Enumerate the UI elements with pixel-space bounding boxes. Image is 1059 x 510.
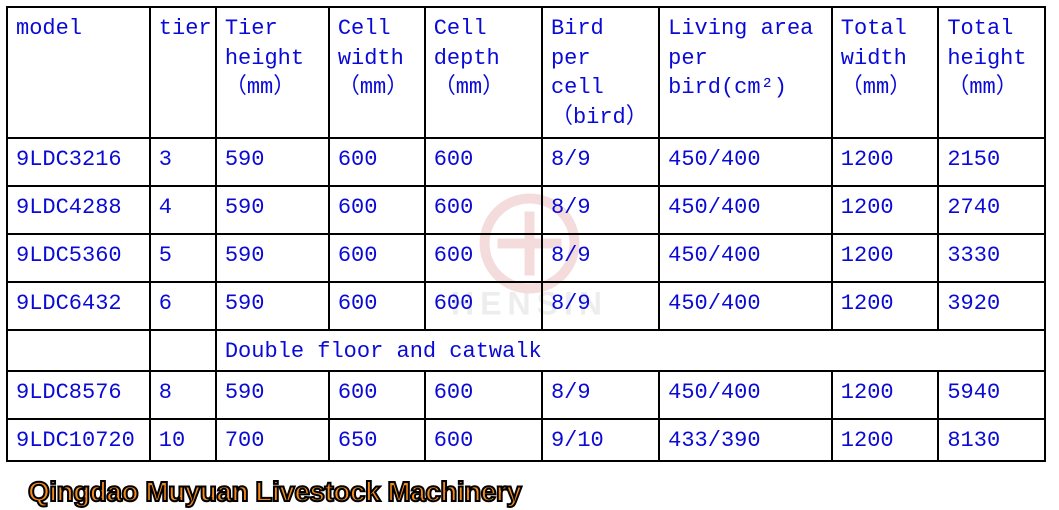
table-row: 9LDC5360 5 590 600 600 8/9 450/400 1200 … [7,234,1045,282]
divider-row: Double floor and catwalk [7,330,1045,372]
cell-cell-width: 600 [329,371,425,419]
cell-tier: 10 [150,419,216,461]
table-row: 9LDC6432 6 590 600 600 8/9 450/400 1200 … [7,282,1045,330]
cell-tier-height: 590 [216,282,329,330]
divider-empty-tier [150,330,216,372]
cell-total-width: 1200 [832,234,939,282]
col-header-tier-height: Tier height （mm） [216,7,329,138]
table-row: 9LDC8576 8 590 600 600 8/9 450/400 1200 … [7,371,1045,419]
cell-cell-depth: 600 [425,138,542,186]
cell-total-height: 2150 [938,138,1045,186]
cell-cell-depth: 600 [425,419,542,461]
cell-model: 9LDC4288 [7,186,150,234]
cell-tier-height: 590 [216,371,329,419]
cell-living-area: 450/400 [659,138,832,186]
cell-total-width: 1200 [832,419,939,461]
cell-model: 9LDC8576 [7,371,150,419]
cell-living-area: 450/400 [659,282,832,330]
cell-cell-width: 600 [329,234,425,282]
col-header-cell-width: Cell width（mm） [329,7,425,138]
col-header-cell-depth: Cell depth （mm） [425,7,542,138]
cell-total-width: 1200 [832,138,939,186]
col-header-model: model [7,7,150,138]
cell-living-area: 450/400 [659,186,832,234]
cell-total-width: 1200 [832,282,939,330]
divider-empty-model [7,330,150,372]
table-body: 9LDC3216 3 590 600 600 8/9 450/400 1200 … [7,138,1045,461]
cell-total-height: 5940 [938,371,1045,419]
cell-model: 9LDC10720 [7,419,150,461]
cell-cell-depth: 600 [425,186,542,234]
cell-living-area: 450/400 [659,371,832,419]
cell-cell-depth: 600 [425,234,542,282]
col-header-total-height: Total height（mm） [938,7,1045,138]
cell-tier: 6 [150,282,216,330]
table-row: 9LDC4288 4 590 600 600 8/9 450/400 1200 … [7,186,1045,234]
cell-cell-depth: 600 [425,282,542,330]
cell-bird-per-cell: 9/10 [542,419,659,461]
cell-cell-depth: 600 [425,371,542,419]
cell-cell-width: 600 [329,282,425,330]
cell-cell-width: 600 [329,186,425,234]
spec-table: model tier Tier height （mm） Cell width（m… [6,6,1046,462]
cell-tier-height: 590 [216,186,329,234]
divider-text: Double floor and catwalk [216,330,1045,372]
cell-model: 9LDC5360 [7,234,150,282]
cell-bird-per-cell: 8/9 [542,138,659,186]
cell-model: 9LDC6432 [7,282,150,330]
cell-cell-width: 650 [329,419,425,461]
cell-tier: 5 [150,234,216,282]
cell-tier: 8 [150,371,216,419]
cell-total-height: 3330 [938,234,1045,282]
col-header-bird-per-cell: Bird per cell（bird） [542,7,659,138]
cell-total-height: 3920 [938,282,1045,330]
table-header-row: model tier Tier height （mm） Cell width（m… [7,7,1045,138]
cell-bird-per-cell: 8/9 [542,282,659,330]
cell-living-area: 433/390 [659,419,832,461]
cell-tier-height: 590 [216,234,329,282]
table-row: 9LDC3216 3 590 600 600 8/9 450/400 1200 … [7,138,1045,186]
cell-model: 9LDC3216 [7,138,150,186]
cell-bird-per-cell: 8/9 [542,234,659,282]
cell-tier-height: 700 [216,419,329,461]
cell-tier: 4 [150,186,216,234]
cell-total-width: 1200 [832,371,939,419]
cell-tier: 3 [150,138,216,186]
cell-total-height: 2740 [938,186,1045,234]
cell-bird-per-cell: 8/9 [542,186,659,234]
footer-brand-text: Qingdao Muyuan Livestock Machinery [28,476,521,508]
col-header-living-area: Living area per bird(cm²) [659,7,832,138]
cell-total-width: 1200 [832,186,939,234]
cell-cell-width: 600 [329,138,425,186]
cell-total-height: 8130 [938,419,1045,461]
cell-living-area: 450/400 [659,234,832,282]
col-header-tier: tier [150,7,216,138]
col-header-total-width: Total width（mm） [832,7,939,138]
table-row: 9LDC10720 10 700 650 600 9/10 433/390 12… [7,419,1045,461]
cell-tier-height: 590 [216,138,329,186]
cell-bird-per-cell: 8/9 [542,371,659,419]
